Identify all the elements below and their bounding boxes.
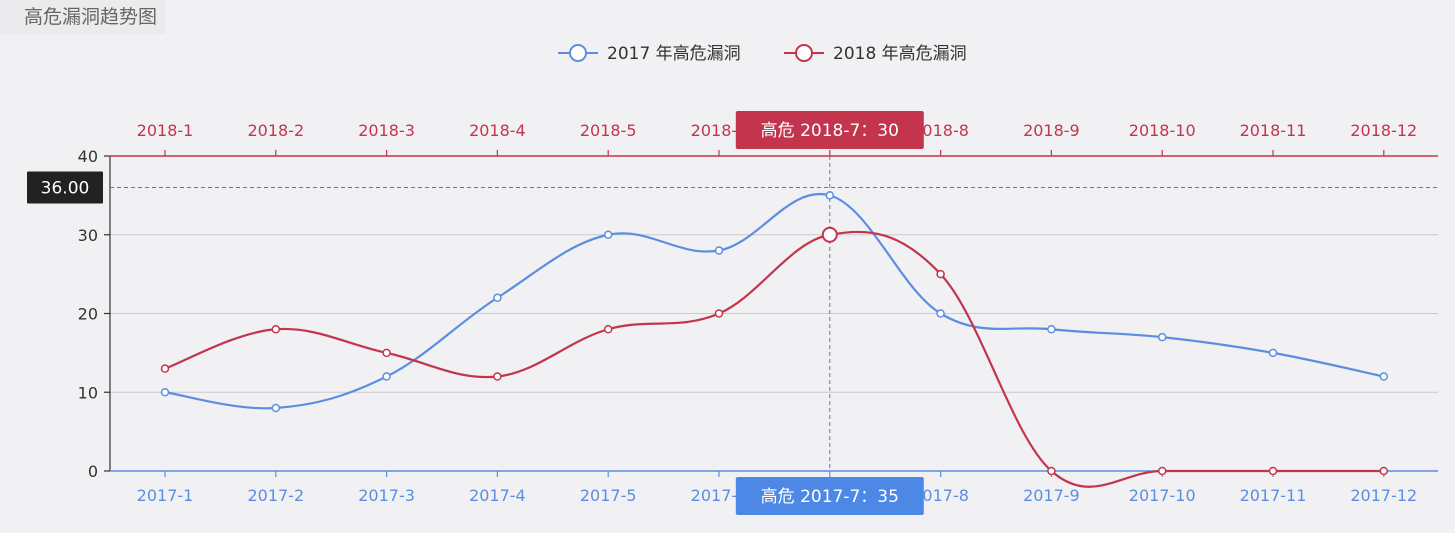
series-2017-point xyxy=(936,309,945,318)
y-tick-label: 20 xyxy=(78,305,98,324)
series-2018-point xyxy=(1157,466,1167,476)
series-2017-point xyxy=(271,403,281,413)
legend-2018-marker-icon xyxy=(795,44,813,62)
x-bottom-tick-label: 2017-9 xyxy=(1023,486,1080,505)
series-2017-point xyxy=(493,293,502,302)
series-2018-point xyxy=(271,325,281,334)
series-2018-point xyxy=(1379,466,1389,476)
series-2017-point xyxy=(825,191,835,200)
series-2018-point xyxy=(1047,466,1056,476)
series-2018-point xyxy=(1268,466,1278,476)
y-tick-label: 30 xyxy=(78,226,98,245)
x-bottom-tick-label: 2017-6 xyxy=(691,486,748,505)
x-top-tick-label: 2018-10 xyxy=(1129,121,1196,140)
y-readout-box xyxy=(27,171,103,204)
y-tick-label: 40 xyxy=(78,147,98,166)
x-bottom-tick-label: 2017-11 xyxy=(1240,486,1307,505)
y-tick-label: 0 xyxy=(88,462,98,481)
x-top-tick-label: 2018-11 xyxy=(1240,121,1307,140)
series-2017-point xyxy=(382,372,391,381)
x-top-tick-label: 2018-5 xyxy=(580,121,637,140)
x-top-tick-label: 2018-9 xyxy=(1023,121,1080,140)
x-bottom-tick-label: 2017-4 xyxy=(469,486,526,505)
series-2017-point xyxy=(1268,348,1278,358)
series-2018-point xyxy=(821,226,838,243)
x-bottom-tick-label: 2017-5 xyxy=(580,486,637,505)
x-top-tick-label: 2018-4 xyxy=(469,121,526,140)
x-top-tick-label: 2018-6 xyxy=(691,121,748,140)
series-2017-point xyxy=(160,388,170,397)
series-2017-point xyxy=(714,246,724,255)
series-2017-point xyxy=(1379,372,1389,381)
y-tick-label: 10 xyxy=(78,383,98,402)
series-2018-point xyxy=(603,325,613,334)
series-2017-point xyxy=(1047,325,1056,334)
x-top-tick-label: 2018-8 xyxy=(912,121,969,140)
x-bottom-tick-label: 2017-3 xyxy=(358,486,415,505)
x-bottom-tick-label: 2017-1 xyxy=(137,486,194,505)
legend-2018-label: 2018 年高危漏洞 xyxy=(833,44,967,64)
series-2017-line xyxy=(164,192,1385,410)
x-bottom-tick-label: 2017-12 xyxy=(1350,486,1417,505)
x-top-tick-label: 2018-2 xyxy=(247,121,304,140)
legend-2017-label: 2017 年高危漏洞 xyxy=(607,44,741,64)
x-bottom-tick-label: 2017-8 xyxy=(912,486,969,505)
series-2017-point xyxy=(1157,332,1167,342)
y-readout-label: 36.00 xyxy=(41,179,90,199)
chart-title: 高危漏洞趋势图 xyxy=(0,0,166,34)
x-bottom-tick-label: 2017-10 xyxy=(1129,486,1196,505)
series-2018-point xyxy=(936,269,945,279)
series-2018-point xyxy=(382,348,391,358)
legend-2017-marker-icon xyxy=(569,44,587,62)
bottom-axis-tooltip xyxy=(735,477,924,515)
x-top-tick-label: 2018-12 xyxy=(1350,121,1417,140)
series-2018-point xyxy=(714,309,724,318)
x-top-tick-label: 2018-1 xyxy=(137,121,194,140)
x-bottom-tick-label: 2017-2 xyxy=(247,486,304,505)
series-2017-point xyxy=(603,230,613,239)
bottom-axis-tooltip-text: 高危 2017-7：35 xyxy=(761,487,899,507)
series-2018-line xyxy=(164,230,1384,488)
x-top-tick-label: 2018-3 xyxy=(358,121,415,140)
top-axis-tooltip-text: 高危 2018-7：30 xyxy=(761,121,899,141)
top-axis-tooltip xyxy=(735,111,924,149)
series-2018-point xyxy=(160,364,170,373)
series-2018-point xyxy=(493,372,502,381)
